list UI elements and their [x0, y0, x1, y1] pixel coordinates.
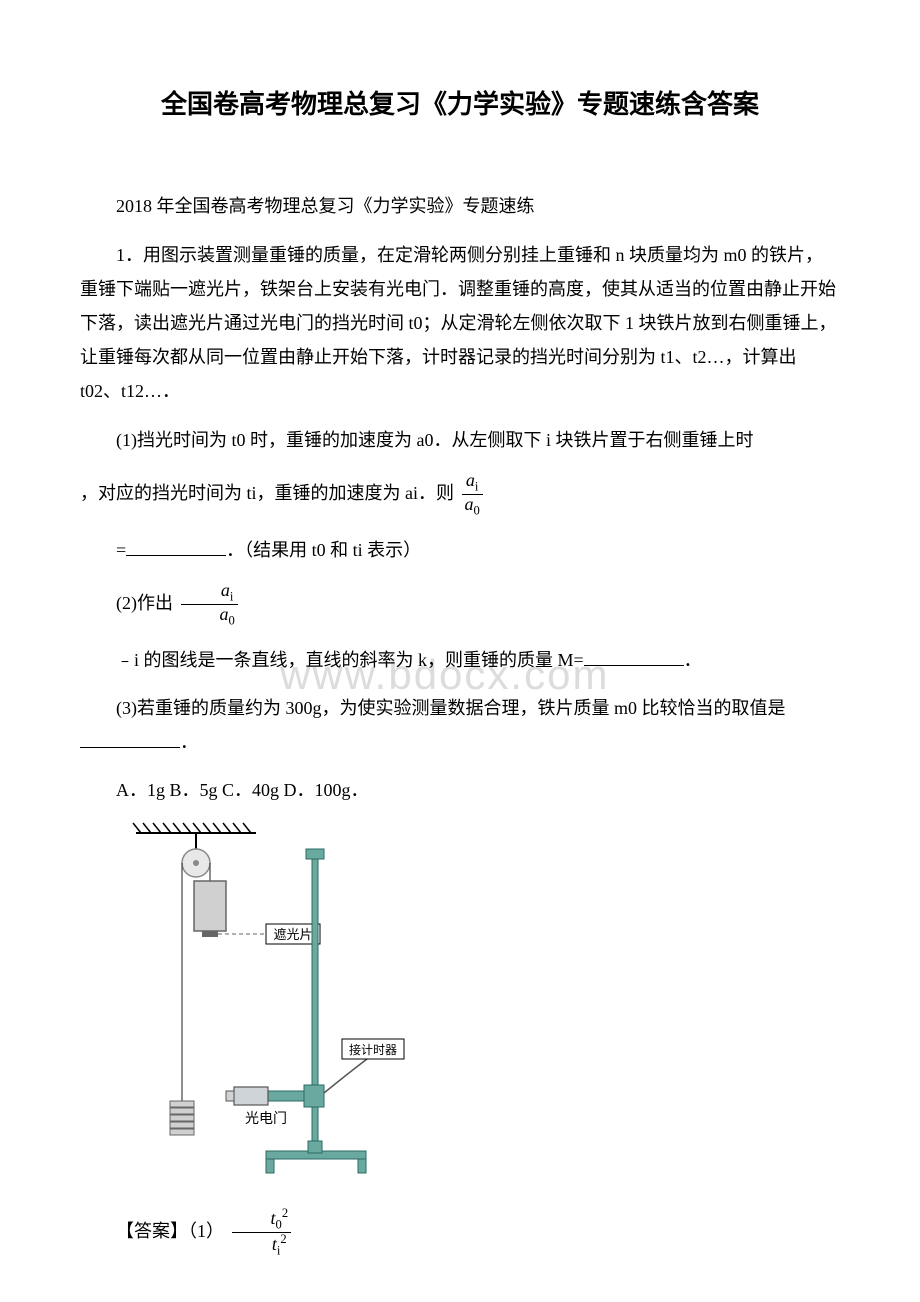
- blank-3: [80, 730, 180, 748]
- blank-1: [126, 538, 226, 556]
- answer-label: 【答案】（1）: [116, 1221, 224, 1241]
- svg-text:遮光片: 遮光片: [273, 927, 312, 942]
- q1-part3-text: (3)若重锤的质量约为 300g，为使实验测量数据合理，铁片质量 m0 比较恰当…: [116, 698, 786, 718]
- q1-part2-line1: (2)作出 ai a0: [80, 581, 840, 629]
- q1-part1-text-a: (1)挡光时间为 t0 时，重锤的加速度为 a0．从左侧取下 i 块铁片置于右侧…: [116, 430, 753, 450]
- q1-part1-line3: = ．（结果用 t0 和 ti 表示）: [80, 533, 840, 567]
- q1-part1-line1: (1)挡光时间为 t0 时，重锤的加速度为 a0．从左侧取下 i 块铁片置于右侧…: [80, 423, 840, 457]
- fraction-ai-over-a0-2: ai a0: [181, 581, 238, 629]
- q1-part3: (3)若重锤的质量约为 300g，为使实验测量数据合理，铁片质量 m0 比较恰当…: [80, 691, 840, 759]
- q1-stem: 1．用图示装置测量重锤的质量，在定滑轮两侧分别挂上重锤和 n 块质量均为 m0 …: [80, 238, 840, 409]
- fraction-ai-over-a0: ai a0: [462, 471, 483, 519]
- fraction-t02-over-ti2: t02 ti2: [232, 1207, 292, 1259]
- q1-part1-line2: ，对应的挡光时间为 ti，重锤的加速度为 ai．则 ai a0: [80, 471, 840, 519]
- q1-part3-final-dot: ．: [180, 732, 198, 752]
- svg-text:光电门: 光电门: [245, 1111, 287, 1127]
- q1-part2-final-dot: ．: [684, 650, 702, 670]
- q1-part2-line2: ﹣i 的图线是一条直线，直线的斜率为 k，则重锤的质量 M= ．: [80, 643, 840, 677]
- blank-2: [584, 648, 684, 666]
- q1-part1-hint: ．（结果用 t0 和 ti 表示）: [226, 540, 421, 560]
- equals-text: =: [116, 540, 126, 560]
- page-title: 全国卷高考物理总复习《力学实验》专题速练含答案: [80, 80, 840, 129]
- q1-part2-text-a: (2)作出: [116, 593, 173, 613]
- svg-text:接计时器: 接计时器: [349, 1042, 397, 1057]
- answer-line: 【答案】（1） t02 ti2: [80, 1207, 840, 1259]
- q1-part2-text-b: ﹣i 的图线是一条直线，直线的斜率为 k，则重锤的质量 M=: [116, 650, 584, 670]
- apparatus-diagram: 遮光片接计时器光电门: [116, 821, 840, 1192]
- q1-part1-text-b: ，对应的挡光时间为 ti，重锤的加速度为 ai．则: [80, 483, 454, 503]
- subtitle-line: 2018 年全国卷高考物理总复习《力学实验》专题速练: [80, 189, 840, 223]
- q1-options: A．1g B．5g C．40g D．100g．: [80, 773, 840, 807]
